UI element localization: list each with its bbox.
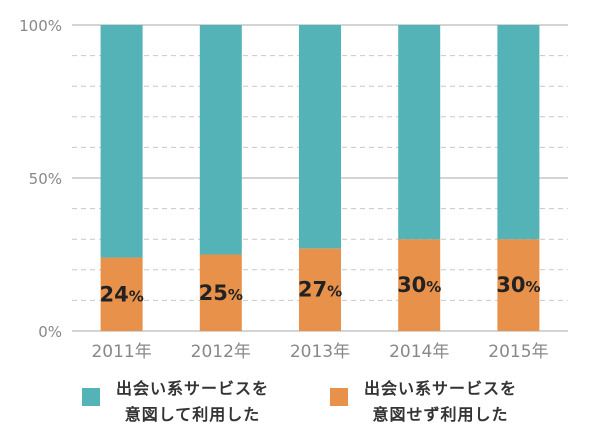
y-tick-label: 50% [29, 170, 62, 188]
legend-swatch-intended [82, 388, 100, 406]
legend-swatch-unintended [330, 388, 348, 406]
bar-segment-intended [299, 25, 341, 249]
y-tick-label: 100% [19, 17, 62, 35]
y-tick-label: 0% [38, 323, 62, 341]
data-label: 30% [496, 273, 540, 297]
bar-segment-intended [398, 25, 441, 240]
legend-item-intended: 出会い系サービスを 意図して利用した [82, 376, 269, 428]
bar-segment-unintended [398, 239, 441, 331]
bar-segment-unintended [100, 257, 143, 331]
data-label: 25% [199, 281, 243, 305]
x-tick-label: 2013年 [290, 342, 350, 362]
bar-segment-intended [199, 25, 242, 255]
x-tick-label: 2012年 [191, 342, 251, 362]
stacked-bar-chart: 0% 50% 100% 24% 2011年 25% 2012年 27% 2013年 30% 2014… [19, 17, 568, 362]
legend-label-unintended: 出会い系サービスを 意図せず利用した [364, 379, 518, 424]
legend: 出会い系サービスを 意図して利用した 出会い系サービスを 意図せず利用した [0, 376, 600, 436]
bar-segment-unintended [497, 239, 540, 331]
legend-item-unintended: 出会い系サービスを 意図せず利用した [330, 376, 517, 428]
data-label: 27% [298, 278, 342, 302]
data-label: 24% [99, 282, 143, 306]
bar-segment-unintended [199, 254, 242, 331]
bar-segment-intended [497, 25, 540, 240]
x-tick-label: 2014年 [389, 342, 449, 362]
data-label: 30% [397, 273, 441, 297]
x-tick-label: 2011年 [91, 342, 151, 362]
bar-segment-intended [100, 25, 143, 258]
x-tick-label: 2015年 [488, 342, 548, 362]
bar-segment-unintended [299, 248, 341, 331]
legend-label-intended: 出会い系サービスを 意図して利用した [116, 379, 270, 424]
